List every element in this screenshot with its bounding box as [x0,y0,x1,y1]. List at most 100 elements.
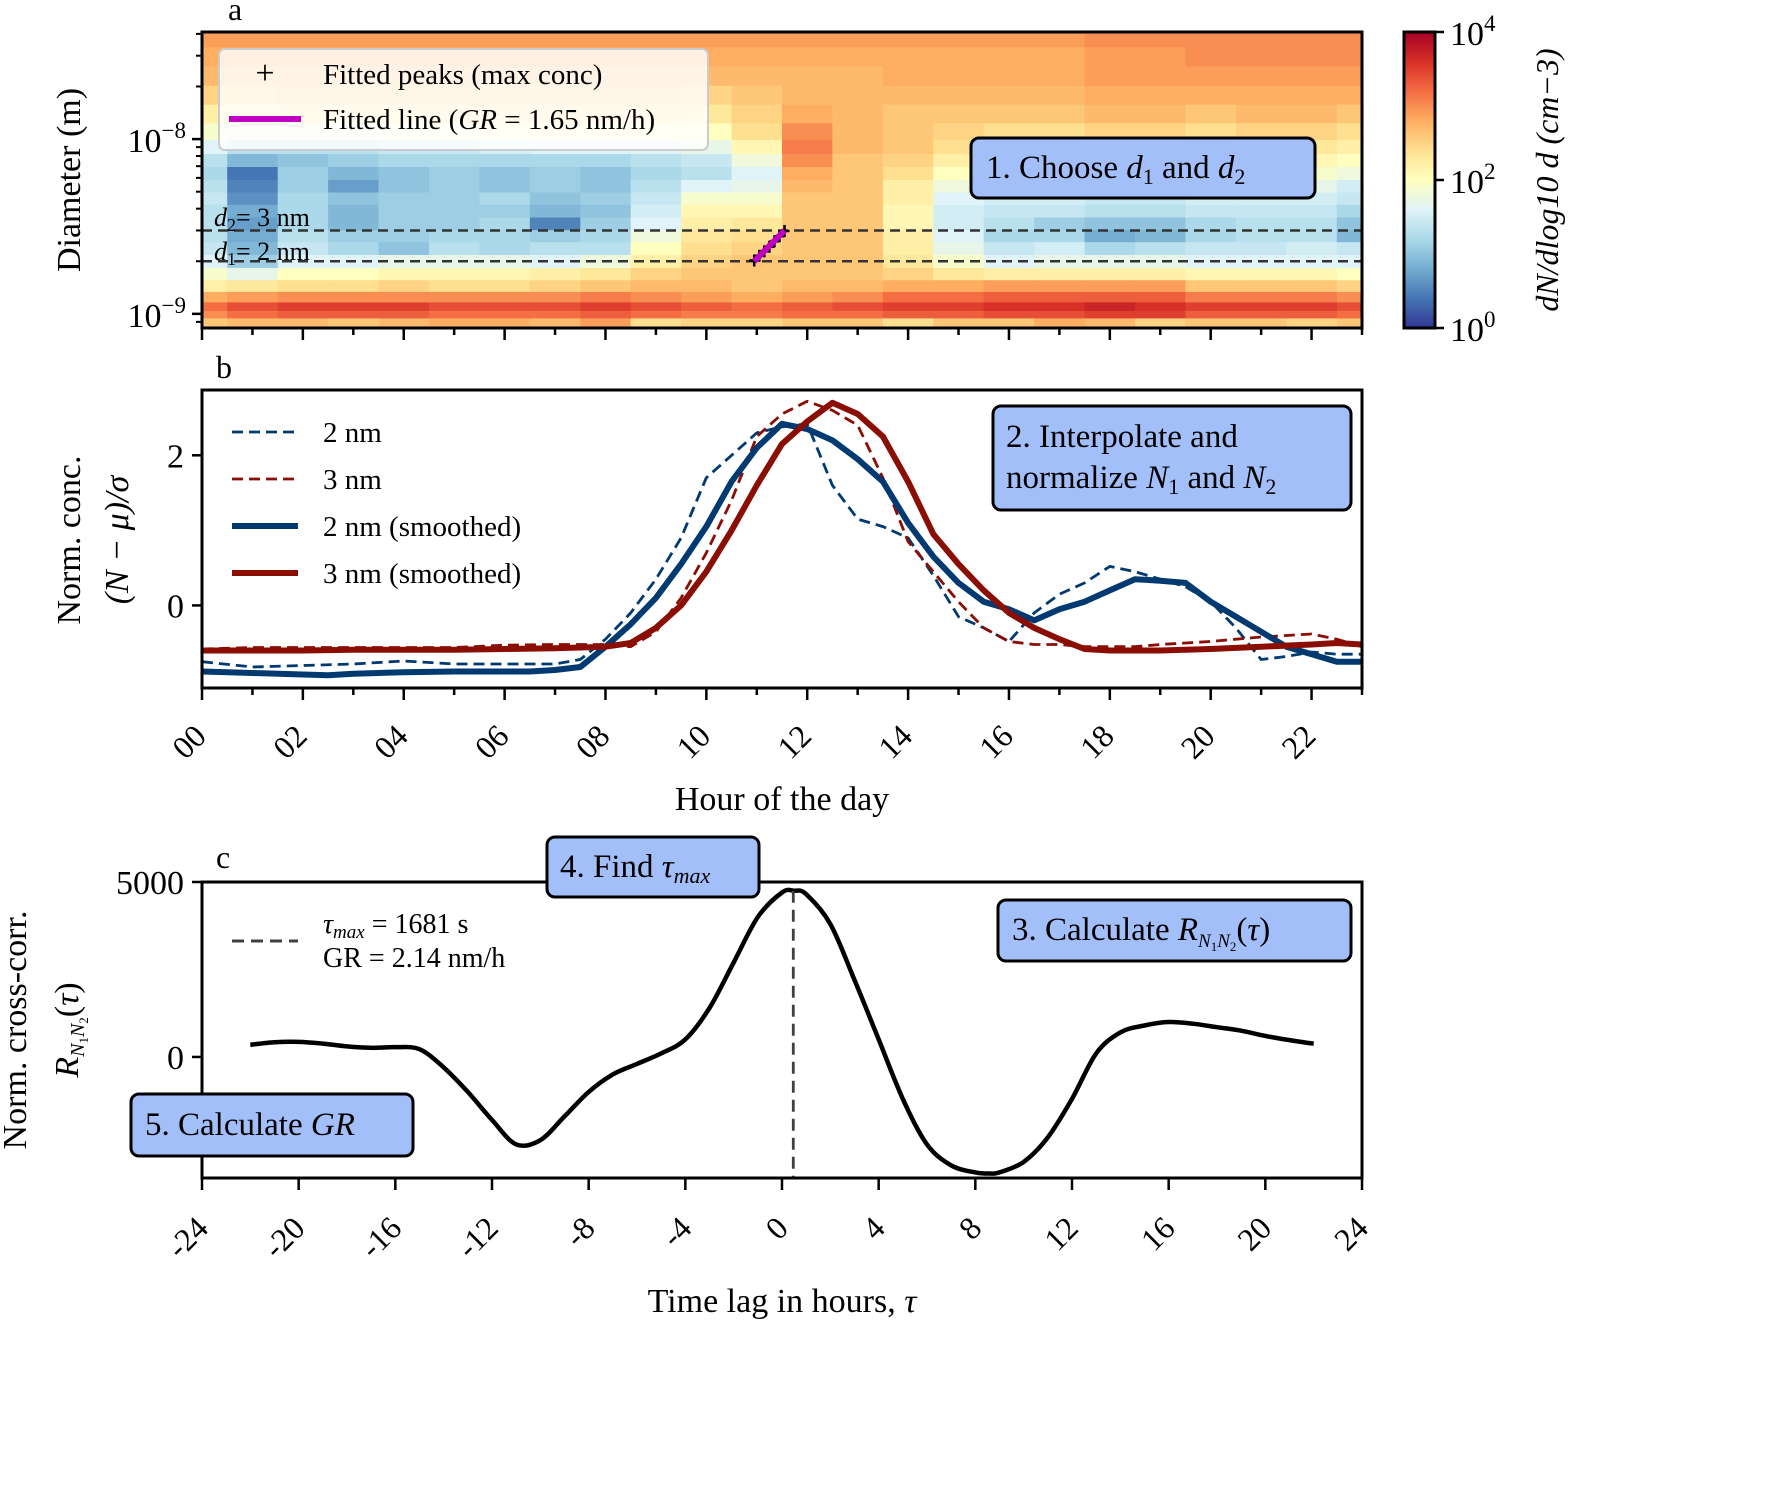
heatmap-cell [1034,291,1086,303]
heatmap-cell [328,301,380,311]
heatmap-cell [882,32,934,48]
annotation-step2: 2. Interpolate and normalize N1 and N2 [991,404,1353,512]
heatmap-cell [1185,301,1237,311]
annotation-box [545,835,761,899]
y-tick-label: 10−8 [128,118,186,160]
heatmap-cell [328,166,380,180]
heatmap-cell [580,166,632,180]
y-tick-label: 2 [167,438,184,475]
heatmap-cell [1286,46,1338,67]
heatmap-cell [681,179,733,193]
heatmap-cell [227,216,279,231]
heatmap-cell [681,166,733,180]
legend-line1: τmax = 1681 s [323,909,468,943]
heatmap-cell [202,179,228,193]
x-tick-label: -24 [159,1209,215,1265]
heatmap-cell [429,301,480,311]
heatmap-cell [933,46,985,67]
heatmap-cell [1185,279,1237,292]
heatmap-cell [782,317,833,328]
heatmap-cell [328,229,380,243]
heatmap-cell [429,153,480,167]
heatmap-cell [681,279,733,292]
heatmap-cell [1034,85,1086,105]
heatmap-cell [882,291,934,303]
heatmap-cell [1336,279,1362,292]
x-tick-label: 12 [770,717,818,765]
heatmap-cell [933,241,985,255]
heatmap-cell [1336,241,1362,255]
heatmap-cell [832,254,884,268]
heatmap-cell [1034,216,1086,231]
heatmap-cell [681,301,733,311]
heatmap-cell [277,153,329,167]
heatmap-cell [1235,104,1287,124]
heatmap-cell [277,279,329,292]
heatmap-cell [782,139,833,155]
heatmap-cell [782,85,833,105]
heatmap-cell [580,267,632,281]
heatmap-cell [1135,241,1186,255]
heatmap-cell [983,229,1035,243]
heatmap-cell [580,310,632,319]
heatmap-cell [1034,204,1086,218]
heatmap-cell [832,85,884,105]
d1-label: d1= 2 nm [214,237,310,269]
panel-a-ylabel: Diameter (m) [51,88,88,272]
heatmap-cell [1185,65,1237,86]
annotation-text: 5. Calculate GR [145,1107,355,1143]
annotation-box [991,404,1353,512]
heatmap-cell [1336,65,1362,86]
heatmap-cell [580,204,632,218]
heatmap-cell [782,291,833,303]
heatmap-cell [630,179,682,193]
heatmap-cell [479,153,531,167]
legend-item: 2 nm [232,417,382,449]
annotation-box [969,136,1317,200]
panel-c-x-ticks: -24 -20 -16 -12 -8 -4 0 4 8 12 16 20 24 [159,1178,1375,1265]
plus-marker-icon: + [255,55,274,92]
panel-a-y-ticks: 10−8 10−9 [128,32,202,335]
panel-c-ylabel-line1: Norm. cross-corr. [0,911,34,1150]
annotation-text: 1. Choose d1 and d2 [986,150,1245,189]
heatmap-cell [782,122,833,141]
heatmap-cell [378,179,430,193]
heatmap-cell [782,216,833,231]
heatmap-cell [882,229,934,243]
heatmap-cell [782,32,833,48]
heatmap-cell [681,291,733,303]
heatmap-cell [983,122,1035,141]
heatmap-cell [227,32,279,48]
heatmap-cell [832,153,884,167]
heatmap-cell [832,179,884,193]
heatmap-cell [227,317,279,328]
legend-label: 3 nm (smoothed) [323,558,521,590]
heatmap-cell [227,191,279,205]
heatmap-cell [1336,139,1362,155]
heatmap-cell [630,191,682,205]
heatmap-cell [277,166,329,180]
heatmap-cell [983,310,1035,319]
heatmap-cell [1286,310,1338,319]
heatmap-cell [328,216,380,231]
heatmap-cell [378,267,430,281]
heatmap-cell [1084,317,1136,328]
heatmap-cell [429,267,480,281]
heatmap-cell [1336,32,1362,48]
heatmap-cell [731,291,783,303]
heatmap-cell [681,310,733,319]
heatmap-cell [681,32,733,48]
heatmap-cell [731,139,783,155]
x-tick-label: 10 [669,717,717,765]
heatmap-cell [479,310,531,319]
heatmap-cell [1135,204,1186,218]
heatmap-cell [202,310,228,319]
heatmap-cell [882,216,934,231]
heatmap-cell [277,241,329,255]
series-2-nm [202,422,1362,669]
heatmap-cell [983,65,1035,86]
legend-label: Fitted peaks (max conc) [323,59,602,91]
heatmap-cell [580,291,632,303]
heatmap-cell [1286,32,1338,48]
heatmap-cell [378,216,430,231]
